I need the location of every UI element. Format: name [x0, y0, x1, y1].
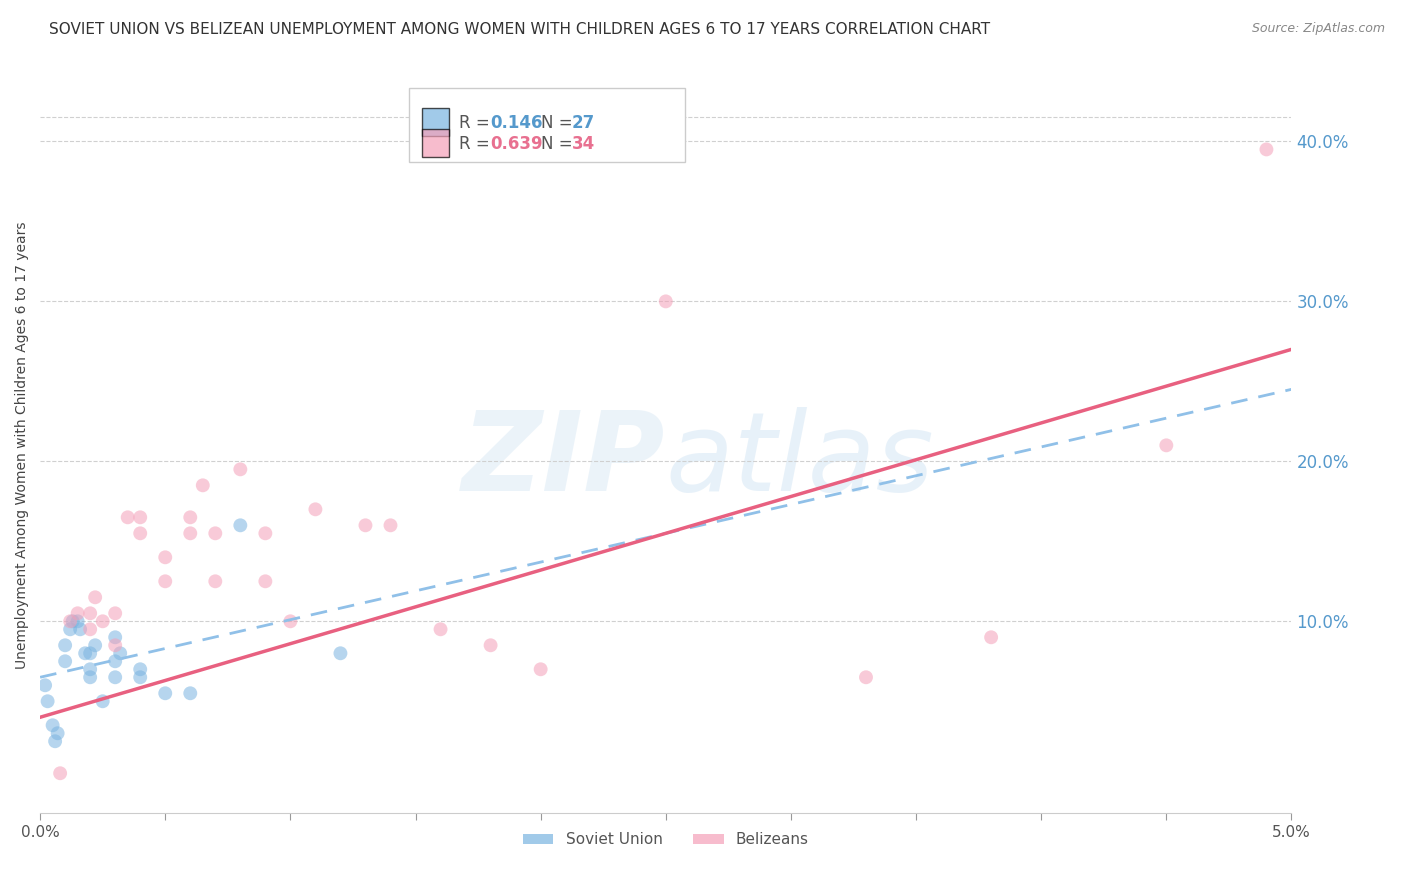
- Y-axis label: Unemployment Among Women with Children Ages 6 to 17 years: Unemployment Among Women with Children A…: [15, 221, 30, 669]
- Point: [280, 615, 302, 629]
- Point: [129, 662, 152, 676]
- Point: [79, 622, 101, 636]
- Point: [304, 502, 326, 516]
- Text: 0.146: 0.146: [491, 114, 543, 132]
- Point: [129, 526, 152, 541]
- Point: [84, 638, 107, 652]
- Point: [69, 622, 91, 636]
- Point: [53, 638, 76, 652]
- Text: 34: 34: [572, 135, 595, 153]
- Point: [254, 526, 277, 541]
- Point: [46, 726, 69, 740]
- Point: [530, 662, 553, 676]
- Point: [62, 615, 84, 629]
- Point: [53, 654, 76, 668]
- Point: [354, 518, 377, 533]
- Point: [66, 607, 89, 621]
- Point: [104, 607, 127, 621]
- Point: [155, 550, 177, 565]
- Point: [204, 526, 226, 541]
- Point: [66, 615, 89, 629]
- Point: [104, 654, 127, 668]
- Point: [37, 694, 59, 708]
- Text: N =: N =: [541, 135, 578, 153]
- Point: [129, 670, 152, 684]
- FancyBboxPatch shape: [422, 129, 450, 157]
- Point: [155, 574, 177, 589]
- Legend: Soviet Union, Belizeans: Soviet Union, Belizeans: [516, 826, 815, 854]
- Point: [79, 607, 101, 621]
- Point: [1156, 438, 1178, 452]
- FancyBboxPatch shape: [409, 88, 685, 162]
- Point: [44, 734, 66, 748]
- Point: [79, 662, 101, 676]
- Point: [155, 686, 177, 700]
- Text: R =: R =: [460, 135, 495, 153]
- Point: [49, 766, 72, 780]
- Point: [84, 591, 107, 605]
- Point: [429, 622, 451, 636]
- FancyBboxPatch shape: [422, 108, 450, 136]
- Point: [479, 638, 502, 652]
- Text: ZIP: ZIP: [463, 407, 666, 514]
- Point: [91, 694, 114, 708]
- Point: [329, 646, 352, 660]
- Point: [104, 638, 127, 652]
- Text: 0.639: 0.639: [491, 135, 543, 153]
- Point: [179, 686, 201, 700]
- Point: [104, 670, 127, 684]
- Text: atlas: atlas: [666, 407, 935, 514]
- Point: [108, 646, 131, 660]
- Point: [41, 718, 63, 732]
- Point: [117, 510, 139, 524]
- Point: [204, 574, 226, 589]
- Point: [59, 622, 82, 636]
- Text: 27: 27: [572, 114, 595, 132]
- Point: [75, 646, 97, 660]
- Point: [179, 510, 201, 524]
- Point: [229, 518, 252, 533]
- Point: [91, 615, 114, 629]
- Point: [104, 630, 127, 644]
- Point: [129, 510, 152, 524]
- Point: [79, 670, 101, 684]
- Point: [179, 526, 201, 541]
- Text: N =: N =: [541, 114, 578, 132]
- Point: [855, 670, 877, 684]
- Text: R =: R =: [460, 114, 495, 132]
- Point: [59, 615, 82, 629]
- Text: Source: ZipAtlas.com: Source: ZipAtlas.com: [1251, 22, 1385, 36]
- Point: [254, 574, 277, 589]
- Point: [34, 678, 56, 692]
- Point: [655, 294, 678, 309]
- Point: [191, 478, 214, 492]
- Point: [79, 646, 101, 660]
- Point: [229, 462, 252, 476]
- Text: SOVIET UNION VS BELIZEAN UNEMPLOYMENT AMONG WOMEN WITH CHILDREN AGES 6 TO 17 YEA: SOVIET UNION VS BELIZEAN UNEMPLOYMENT AM…: [49, 22, 990, 37]
- Point: [1256, 143, 1278, 157]
- Point: [980, 630, 1002, 644]
- Point: [380, 518, 402, 533]
